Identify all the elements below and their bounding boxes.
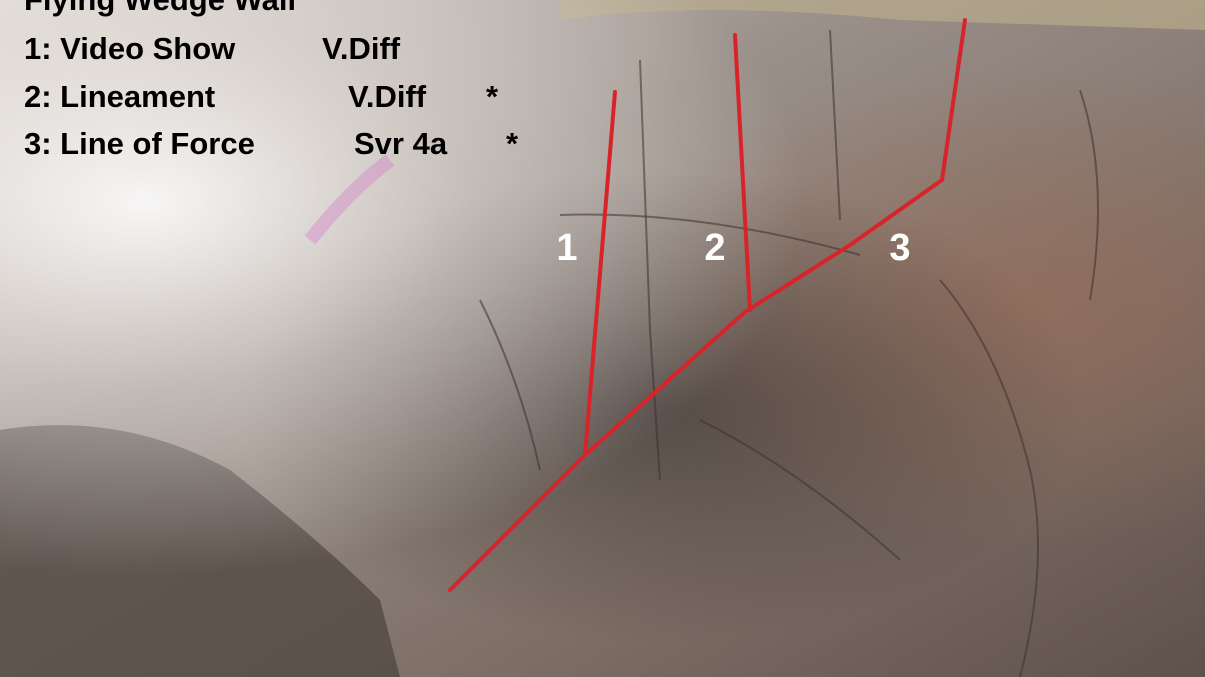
route-marker: 3: [889, 227, 910, 269]
page: 1 2 3 Flying Wedge Wall 1: Video Show V.…: [0, 0, 1205, 677]
route-grade: V.Diff: [322, 31, 401, 66]
route-name: 1: Video Show: [24, 31, 236, 66]
route-name: 3: Line of Force: [24, 126, 255, 161]
route-grade: V.Diff: [348, 79, 427, 114]
route-name: 2: Lineament: [24, 79, 215, 114]
route-marker: 2: [704, 227, 725, 269]
route-grade: Svr 4a: [354, 126, 448, 161]
route-stars: *: [506, 126, 519, 161]
route-marker: 1: [556, 227, 577, 269]
route-stars: *: [486, 79, 499, 114]
wall-title: Flying Wedge Wall: [24, 0, 296, 17]
photo: 1 2 3 Flying Wedge Wall 1: Video Show V.…: [0, 0, 1205, 677]
